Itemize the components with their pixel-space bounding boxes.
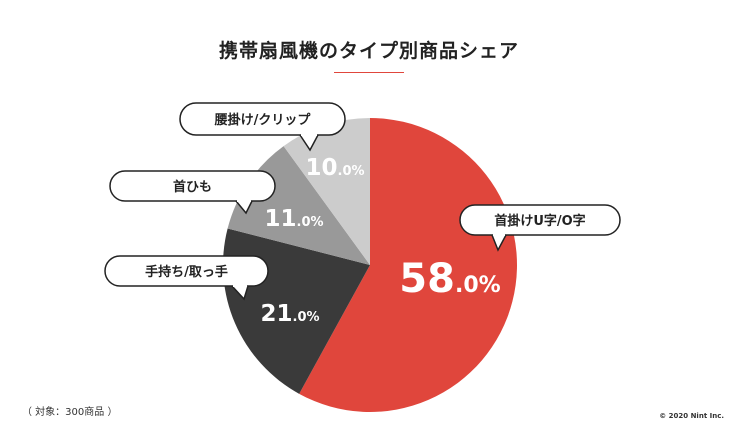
callout-box: [109, 170, 276, 202]
slice-percent-label: 58.0%: [399, 256, 500, 302]
pie-slice: [283, 118, 370, 265]
pie-slice: [299, 118, 517, 412]
callout-label: 首ひも: [173, 179, 212, 195]
copyright: © 2020 Nint Inc.: [659, 412, 724, 420]
percent-labels: 58.0% 21.0% 11.0% 10.0%: [260, 155, 500, 327]
callout-tail: [299, 134, 319, 152]
sample-note: （ 対象：300商品 ）: [22, 407, 118, 418]
title-underline: [334, 72, 404, 73]
callout-box: [179, 102, 346, 136]
callout-box: [104, 255, 269, 287]
callout-tail: [491, 234, 507, 252]
slice-percent-label: 11.0%: [264, 206, 323, 232]
callout-bubble: 首ひも: [109, 170, 276, 215]
callout-tail: [231, 285, 249, 301]
slice-percent-label: 10.0%: [305, 155, 364, 181]
callout-tail: [235, 200, 253, 215]
slice-percent-label: 21.0%: [260, 301, 319, 327]
callout-label: 手持ち/取っ手: [145, 264, 228, 280]
callout-label: 腰掛け/クリップ: [214, 112, 312, 128]
chart-title: 携帯扇風機のタイプ別商品シェア: [218, 40, 519, 62]
callout-label: 首掛けU字/O字: [494, 213, 585, 229]
callout-box: [459, 204, 621, 236]
callout-bubble: 首掛けU字/O字: [459, 204, 621, 252]
callout-bubble: 手持ち/取っ手: [104, 255, 269, 301]
callout-bubble: 腰掛け/クリップ: [179, 102, 346, 152]
